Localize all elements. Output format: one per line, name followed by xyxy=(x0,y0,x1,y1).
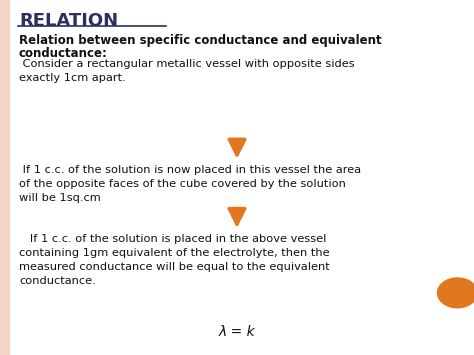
Text: λ = k: λ = k xyxy=(219,325,255,339)
Text: If 1 c.c. of the solution is now placed in this vessel the area
of the opposite : If 1 c.c. of the solution is now placed … xyxy=(19,165,361,203)
Text: Relation between specific conductance and equivalent: Relation between specific conductance an… xyxy=(19,34,382,47)
Text: If 1 c.c. of the solution is placed in the above vessel
containing 1gm equivalen: If 1 c.c. of the solution is placed in t… xyxy=(19,234,330,286)
Text: RELATION: RELATION xyxy=(19,12,118,31)
Bar xyxy=(0,0,9,355)
Text: Consider a rectangular metallic vessel with opposite sides
exactly 1cm apart.: Consider a rectangular metallic vessel w… xyxy=(19,59,355,83)
Circle shape xyxy=(438,278,474,308)
Text: conductance:: conductance: xyxy=(19,47,108,60)
